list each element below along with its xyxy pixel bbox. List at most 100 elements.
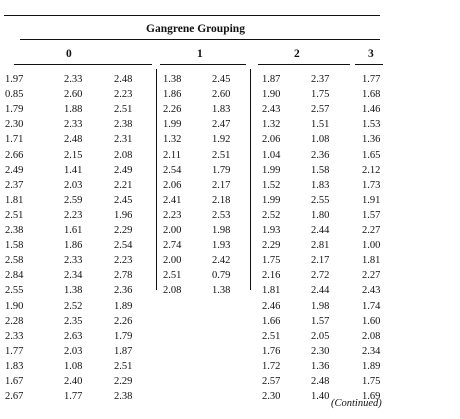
table-cell: 0.85 bbox=[5, 89, 24, 101]
table-cell: 2.60 bbox=[64, 89, 83, 101]
table-cell: 1.97 bbox=[5, 74, 24, 85]
table-cell: 1.96 bbox=[114, 209, 133, 221]
group-1-right-border bbox=[250, 69, 251, 290]
table-cell: 2.28 bbox=[5, 315, 24, 327]
table-cell: 2.34 bbox=[362, 345, 381, 357]
table-cell: 2.51 bbox=[5, 209, 24, 221]
table-cell: 1.57 bbox=[362, 209, 381, 221]
table-cell: 1.98 bbox=[212, 225, 231, 236]
table-cell: 2.51 bbox=[262, 330, 281, 342]
table-cell: 2.38 bbox=[5, 225, 24, 236]
table-cell: 1.90 bbox=[262, 89, 281, 101]
table-cell: 2.51 bbox=[163, 270, 182, 282]
table-cell: 2.33 bbox=[64, 119, 83, 131]
table-cell: 1.98 bbox=[311, 300, 330, 312]
table-cell: 2.36 bbox=[311, 149, 330, 161]
table-cell: 2.17 bbox=[212, 179, 231, 191]
table-cell: 1.69 bbox=[362, 391, 381, 403]
table-cell: 2.29 bbox=[262, 240, 281, 252]
table-cell: 2.40 bbox=[64, 376, 83, 387]
table-cell: 1.36 bbox=[362, 134, 381, 146]
table-cell: 1.72 bbox=[262, 360, 281, 372]
table-cell: 2.31 bbox=[114, 134, 133, 146]
table-cell: 1.81 bbox=[5, 194, 24, 206]
table-cell: 2.29 bbox=[114, 376, 133, 387]
table-cell: 2.23 bbox=[114, 89, 133, 101]
group-0-underline bbox=[14, 64, 152, 65]
group-header-2: 2 bbox=[294, 48, 300, 60]
table-cell: 0.79 bbox=[212, 270, 231, 282]
table-cell: 1.67 bbox=[5, 376, 24, 387]
title-underline bbox=[20, 39, 380, 40]
table-cell: 2.35 bbox=[64, 315, 83, 327]
table-cell: 2.44 bbox=[311, 225, 330, 236]
table-cell: 2.55 bbox=[5, 285, 24, 297]
table-cell: 1.90 bbox=[5, 300, 24, 312]
table-cell: 2.48 bbox=[64, 134, 83, 146]
table-cell: 1.57 bbox=[311, 315, 330, 327]
table-cell: 1.89 bbox=[362, 360, 381, 372]
table-cell: 2.74 bbox=[163, 240, 182, 252]
table-cell: 2.67 bbox=[5, 391, 24, 403]
table-cell: 1.40 bbox=[311, 391, 330, 403]
group-1-left-border bbox=[156, 69, 157, 290]
table-cell: 2.27 bbox=[362, 270, 381, 282]
table-cell: 1.86 bbox=[64, 240, 83, 252]
table-cell: 2.81 bbox=[311, 240, 330, 252]
table-cell: 2.45 bbox=[212, 74, 231, 85]
table-title: Gangrene Grouping bbox=[146, 23, 245, 35]
table-cell: 2.78 bbox=[114, 270, 133, 282]
table-cell: 2.41 bbox=[163, 194, 182, 206]
table-cell: 1.74 bbox=[362, 300, 381, 312]
group-1-underline bbox=[160, 64, 246, 65]
table-cell: 1.38 bbox=[64, 285, 83, 297]
table-cell: 1.77 bbox=[5, 345, 24, 357]
table-cell: 2.33 bbox=[64, 255, 83, 267]
table-cell: 2.17 bbox=[311, 255, 330, 267]
table-cell: 2.37 bbox=[5, 179, 24, 191]
table-cell: 1.71 bbox=[5, 134, 24, 146]
table-cell: 2.49 bbox=[114, 164, 133, 176]
table-cell: 1.66 bbox=[262, 315, 281, 327]
group-header-3: 3 bbox=[368, 48, 374, 60]
table-cell: 2.03 bbox=[64, 179, 83, 191]
table-cell: 2.23 bbox=[64, 209, 83, 221]
table-cell: 1.00 bbox=[362, 240, 381, 252]
table-cell: 1.79 bbox=[5, 104, 24, 116]
group-header-0: 0 bbox=[66, 48, 72, 60]
table-cell: 1.93 bbox=[262, 225, 281, 236]
table-cell: 2.84 bbox=[5, 270, 24, 282]
table-cell: 2.33 bbox=[5, 330, 24, 342]
table-cell: 1.68 bbox=[362, 89, 381, 101]
group-3-underline bbox=[355, 64, 383, 65]
table-cell: 2.26 bbox=[114, 315, 133, 327]
table-cell: 1.75 bbox=[262, 255, 281, 267]
table-cell: 2.38 bbox=[114, 119, 133, 131]
table-cell: 1.61 bbox=[64, 225, 83, 236]
table-cell: 2.33 bbox=[64, 74, 83, 85]
table-cell: 2.55 bbox=[311, 194, 330, 206]
table-cell: 1.99 bbox=[163, 119, 182, 131]
table-cell: 1.38 bbox=[163, 74, 182, 85]
table-cell: 2.11 bbox=[163, 149, 181, 161]
table-cell: 2.60 bbox=[212, 89, 231, 101]
table-cell: 2.27 bbox=[362, 225, 381, 236]
table-cell: 1.92 bbox=[212, 134, 231, 146]
table-cell: 2.63 bbox=[64, 330, 83, 342]
table-cell: 1.36 bbox=[311, 360, 330, 372]
table-cell: 2.47 bbox=[212, 119, 231, 131]
table-cell: 2.49 bbox=[5, 164, 24, 176]
table-cell: 2.53 bbox=[212, 209, 231, 221]
table-cell: 1.60 bbox=[362, 315, 381, 327]
table-cell: 2.15 bbox=[64, 149, 83, 161]
table-cell: 2.00 bbox=[163, 255, 182, 267]
table-cell: 2.21 bbox=[114, 179, 133, 191]
table-cell: 2.51 bbox=[212, 149, 231, 161]
table-cell: 1.58 bbox=[311, 164, 330, 176]
group-header-1: 1 bbox=[197, 48, 203, 60]
table-cell: 1.79 bbox=[114, 330, 133, 342]
table-cell: 1.77 bbox=[64, 391, 83, 403]
table-cell: 2.72 bbox=[311, 270, 330, 282]
table-cell: 1.04 bbox=[262, 149, 281, 161]
table-cell: 1.91 bbox=[362, 194, 381, 206]
